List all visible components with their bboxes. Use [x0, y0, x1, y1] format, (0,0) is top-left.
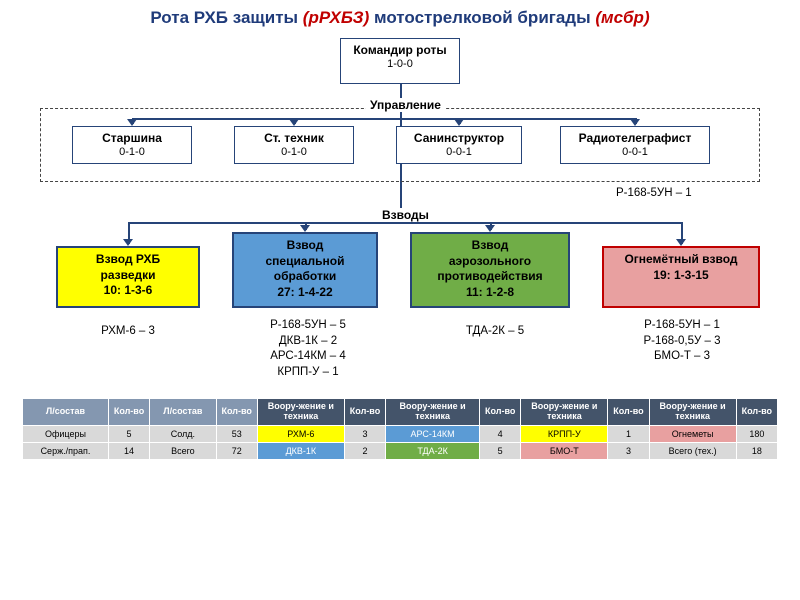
platoon-equipment-item: Р-168-5УН – 5ДКВ-1К – 2АРС-14КМ – 4КРПП-…: [248, 318, 368, 380]
table-cell: АРС-14КМ: [386, 425, 480, 442]
platoons-label: Взводы: [378, 208, 433, 222]
table-cell: Офицеры: [23, 425, 109, 442]
page-title: Рота РХБ защиты (рРХБЗ) мотострелковой б…: [0, 0, 800, 32]
table-header: Кол-во: [480, 399, 521, 426]
mgmt-box: Старшина0-1-0: [72, 126, 192, 164]
table-cell: 2: [344, 442, 385, 459]
mgmt-box: Радиотелеграфист0-0-1: [560, 126, 710, 164]
title-c: мотострелковой бригады: [369, 8, 595, 27]
mgmt-box: Санинструктор0-0-1: [396, 126, 522, 164]
commander-code: 1-0-0: [347, 58, 453, 72]
table-header: Л/состав: [23, 399, 109, 426]
table-cell: 5: [480, 442, 521, 459]
management-equipment: Р-168-5УН – 1: [616, 186, 692, 202]
table-cell: ДКВ-1К: [257, 442, 344, 459]
platoon-equipment-item: ТДА-2К – 5: [450, 324, 540, 340]
table-cell: 180: [736, 425, 777, 442]
title-d: (мсбр): [595, 8, 649, 27]
table-header: Кол-во: [608, 399, 649, 426]
table-cell: 1: [608, 425, 649, 442]
management-label: Управление: [366, 98, 445, 112]
table-cell: 3: [608, 442, 649, 459]
breakdown-table: Л/составКол-воЛ/составКол-воВоору-жение …: [22, 398, 778, 460]
table-cell: Всего (тех.): [649, 442, 736, 459]
platoon-box: Взвод РХБразведки10: 1-3-6: [56, 246, 200, 308]
table-cell: БМО-Т: [521, 442, 608, 459]
platoon-box: Огнемётный взвод19: 1-3-15: [602, 246, 760, 308]
table-cell: Всего: [150, 442, 216, 459]
platoon-box: Взводспециальнойобработки27: 1-4-22: [232, 232, 378, 308]
platoon-equipment-item: РХМ-6 – 3: [88, 324, 168, 340]
table-header: Воору-жение и техника: [649, 399, 736, 426]
title-b: (рРХБЗ): [303, 8, 369, 27]
table-cell: КРПП-У: [521, 425, 608, 442]
commander-name: Командир роты: [347, 43, 453, 58]
platoon-equipment-item: Р-168-5УН – 1Р-168-0,5У – 3БМО-Т – 3: [622, 318, 742, 365]
table-cell: 53: [216, 425, 257, 442]
table-cell: Солд.: [150, 425, 216, 442]
table-header: Кол-во: [344, 399, 385, 426]
table-header: Кол-во: [108, 399, 149, 426]
table-cell: 14: [108, 442, 149, 459]
table-cell: Серж./прап.: [23, 442, 109, 459]
title-a: Рота РХБ защиты: [150, 8, 302, 27]
table-cell: ТДА-2К: [386, 442, 480, 459]
platoon-box: Взводаэрозольногопротиводействия11: 1-2-…: [410, 232, 570, 308]
table-cell: РХМ-6: [257, 425, 344, 442]
table-header: Воору-жение и техника: [257, 399, 344, 426]
table-header: Воору-жение и техника: [521, 399, 608, 426]
commander-box: Командир роты 1-0-0: [340, 38, 460, 84]
table-cell: 5: [108, 425, 149, 442]
table-header: Кол-во: [736, 399, 777, 426]
table-header: Воору-жение и техника: [386, 399, 480, 426]
table-cell: 72: [216, 442, 257, 459]
table-cell: 4: [480, 425, 521, 442]
table-header: Л/состав: [150, 399, 216, 426]
table-cell: Огнеметы: [649, 425, 736, 442]
table-cell: 3: [344, 425, 385, 442]
mgmt-box: Ст. техник0-1-0: [234, 126, 354, 164]
table-header: Кол-во: [216, 399, 257, 426]
table-cell: 18: [736, 442, 777, 459]
